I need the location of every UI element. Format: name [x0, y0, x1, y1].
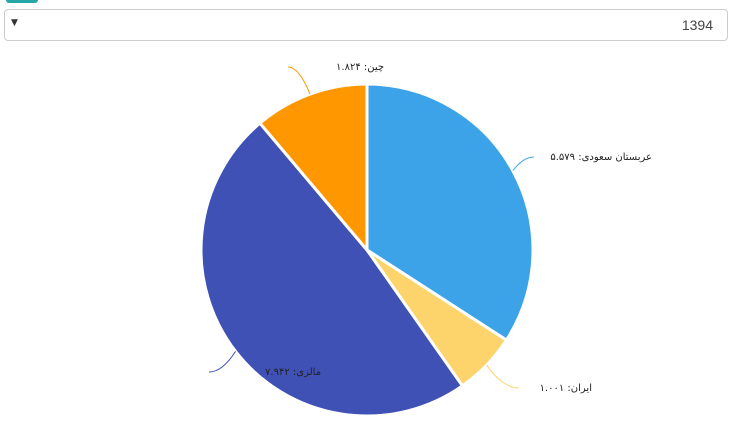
slice-category: ایران: [567, 383, 592, 394]
leader-line [486, 364, 519, 389]
slice-label: ایران: ۱.۰۰۱ [540, 383, 592, 394]
slice-category: مالزی: [293, 367, 321, 378]
year-dropdown[interactable]: ▼ 1394 [4, 9, 728, 41]
dropdown-arrow: ▼ [11, 18, 18, 28]
leader-line [287, 66, 311, 95]
slice-value: ۷.۹۴۲ [265, 367, 290, 378]
slice-label: مالزی: ۷.۹۴۲ [265, 367, 321, 378]
leader-line [512, 156, 535, 171]
slice-category: چین: [364, 62, 384, 73]
slice-value: ۱.۸۲۴ [336, 62, 361, 73]
pie-slice [257, 82, 369, 255]
dropdown-value: 1394 [681, 17, 713, 33]
leader-line [208, 351, 236, 373]
slice-label: عربستان سعودی: ۵.۵۷۹ [550, 152, 652, 163]
slice-label: چین: ۱.۸۲۴ [336, 62, 384, 73]
slice-value: ۵.۵۷۹ [550, 152, 575, 163]
tab-indicator [6, 0, 38, 3]
slice-category: عربستان سعودی: [578, 152, 652, 163]
slice-value: ۱.۰۰۱ [540, 383, 565, 394]
